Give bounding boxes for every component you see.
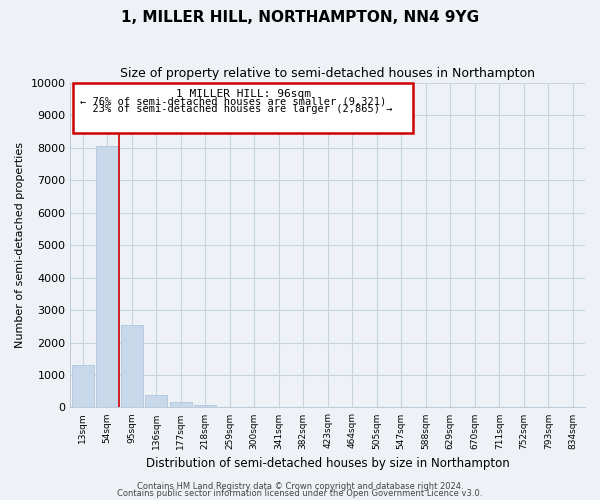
Y-axis label: Number of semi-detached properties: Number of semi-detached properties [15,142,25,348]
Bar [121,326,143,407]
Bar [194,405,216,407]
Bar [170,402,192,407]
Text: Contains HM Land Registry data © Crown copyright and database right 2024.: Contains HM Land Registry data © Crown c… [137,482,463,491]
Bar [71,366,94,408]
Bar [145,395,167,407]
Text: ← 76% of semi-detached houses are smaller (9,321): ← 76% of semi-detached houses are smalle… [80,96,386,106]
X-axis label: Distribution of semi-detached houses by size in Northampton: Distribution of semi-detached houses by … [146,457,509,470]
Text: 1 MILLER HILL: 96sqm: 1 MILLER HILL: 96sqm [176,89,311,99]
Bar [96,146,118,408]
Text: 23% of semi-detached houses are larger (2,865) →: 23% of semi-detached houses are larger (… [80,104,393,114]
FancyBboxPatch shape [73,83,413,134]
Text: 1, MILLER HILL, NORTHAMPTON, NN4 9YG: 1, MILLER HILL, NORTHAMPTON, NN4 9YG [121,10,479,25]
Title: Size of property relative to semi-detached houses in Northampton: Size of property relative to semi-detach… [120,68,535,80]
Text: Contains public sector information licensed under the Open Government Licence v3: Contains public sector information licen… [118,488,482,498]
